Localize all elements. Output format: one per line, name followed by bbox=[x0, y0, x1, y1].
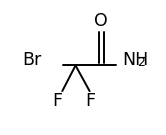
Text: F: F bbox=[52, 92, 62, 110]
Text: 2: 2 bbox=[137, 56, 145, 69]
Text: O: O bbox=[94, 12, 108, 30]
Text: NH: NH bbox=[122, 51, 148, 69]
Text: F: F bbox=[85, 92, 95, 110]
Text: Br: Br bbox=[23, 51, 42, 69]
